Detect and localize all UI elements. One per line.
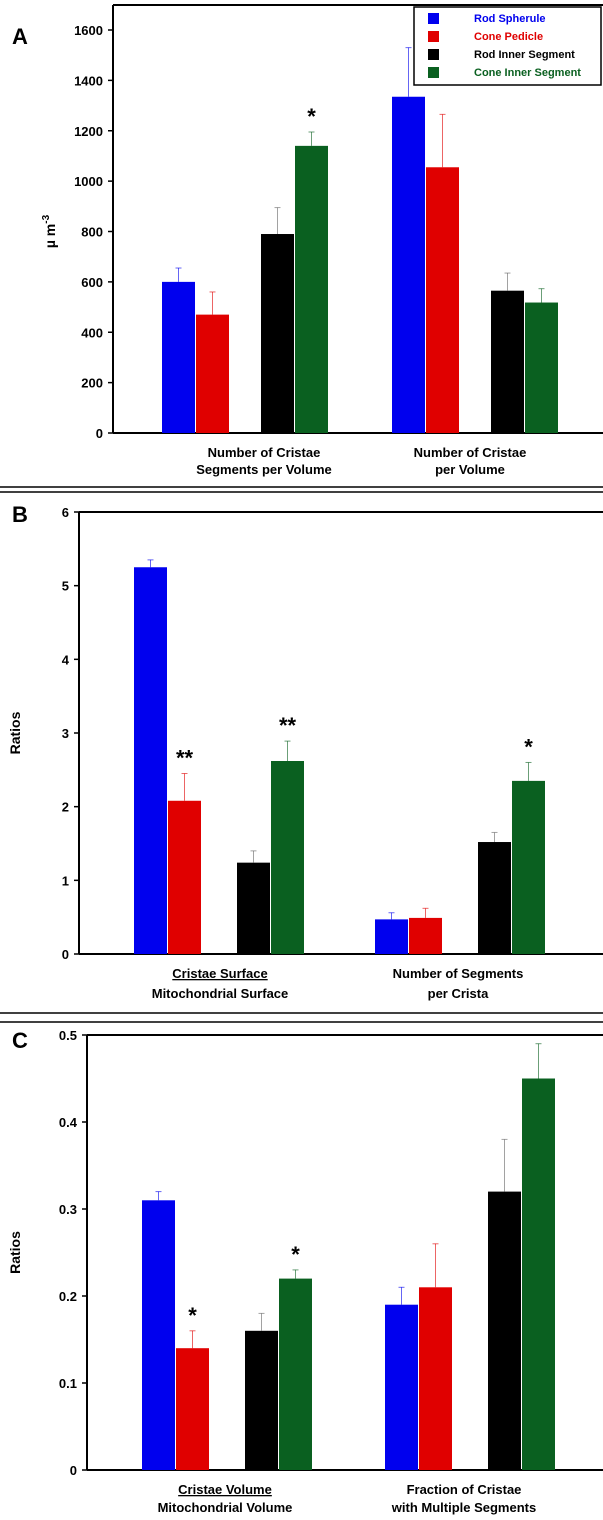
y-tick-label: 0.4 bbox=[59, 1115, 78, 1130]
bar bbox=[245, 1330, 278, 1470]
y-tick-label: 1200 bbox=[74, 124, 103, 139]
category-label-line2: per Volume bbox=[435, 462, 505, 477]
category-label-line2: per Crista bbox=[428, 986, 489, 1001]
legend-swatch bbox=[428, 13, 439, 24]
legend: Rod Spherule Cone Pedicle Rod Inner Segmen… bbox=[413, 6, 602, 86]
y-tick-label: 1000 bbox=[74, 174, 103, 189]
bar bbox=[419, 1287, 452, 1470]
significance-marker: * bbox=[291, 1242, 300, 1267]
panel-label: A bbox=[12, 24, 28, 49]
significance-marker: ** bbox=[176, 746, 194, 771]
y-tick-label: 0 bbox=[62, 947, 69, 962]
bar bbox=[512, 780, 545, 954]
bar bbox=[491, 290, 524, 433]
y-axis-title: µ m-3 bbox=[41, 214, 58, 248]
bar bbox=[176, 1348, 209, 1470]
category-label-line2: Segments per Volume bbox=[196, 462, 332, 477]
bar bbox=[409, 917, 442, 954]
panel-label: C bbox=[12, 1028, 28, 1053]
y-axis-title: Ratios bbox=[7, 711, 23, 754]
y-axis-title: Ratios bbox=[7, 1231, 23, 1274]
y-tick-label: 0.1 bbox=[59, 1376, 77, 1391]
legend-swatch bbox=[428, 67, 439, 78]
category-label-line2: Mitochondrial Surface bbox=[152, 986, 289, 1001]
y-tick-label: 2 bbox=[62, 800, 69, 815]
bar bbox=[385, 1304, 418, 1470]
significance-marker: * bbox=[188, 1303, 197, 1328]
y-tick-label: 1 bbox=[62, 873, 69, 888]
y-tick-label: 200 bbox=[81, 376, 103, 391]
bar bbox=[525, 302, 558, 433]
bar bbox=[295, 145, 328, 434]
legend-swatch bbox=[428, 49, 439, 60]
legend-label: Cone Inner Segment bbox=[474, 67, 581, 79]
significance-marker: ** bbox=[279, 713, 297, 738]
y-tick-label: 0.5 bbox=[59, 1028, 77, 1043]
y-tick-label: 600 bbox=[81, 275, 103, 290]
y-tick-label: 3 bbox=[62, 726, 69, 741]
bar bbox=[134, 567, 167, 954]
y-tick-label: 0.2 bbox=[59, 1289, 77, 1304]
bar bbox=[162, 281, 195, 433]
bar bbox=[142, 1200, 175, 1470]
panel-c: C 0 0.1 0.2 0.3 0.4 0.5 Ratios * * Cristae Volume M… bbox=[7, 1028, 603, 1515]
bar bbox=[392, 96, 425, 433]
y-axis-title-superscript: -3 bbox=[41, 214, 52, 223]
y-tick-label: 800 bbox=[81, 225, 103, 240]
y-tick-label: 6 bbox=[62, 505, 69, 520]
bar bbox=[271, 760, 304, 954]
significance-marker: * bbox=[307, 104, 316, 129]
y-tick-label: 4 bbox=[62, 652, 70, 667]
y-tick-label: 400 bbox=[81, 325, 103, 340]
bar bbox=[261, 234, 294, 433]
bar bbox=[488, 1191, 521, 1470]
category-label-line1: Number of Cristae bbox=[208, 445, 321, 460]
category-label-line1: Cristae Surface bbox=[172, 966, 267, 981]
y-tick-label: 1400 bbox=[74, 73, 103, 88]
legend-label: Cone Pedicle bbox=[474, 31, 543, 43]
significance-marker: * bbox=[524, 734, 533, 759]
panel-label: B bbox=[12, 502, 28, 527]
category-label-line2: with Multiple Segments bbox=[391, 1500, 536, 1515]
y-tick-label: 0 bbox=[96, 426, 103, 441]
category-label-line2: Mitochondrial Volume bbox=[158, 1500, 293, 1515]
bar bbox=[478, 842, 511, 954]
bar bbox=[375, 919, 408, 954]
panel-a: A 0 200 400 600 800 1000 1200 1400 1600 µ m-3 * Numb… bbox=[0, 4, 603, 493]
bar bbox=[522, 1078, 555, 1470]
legend-label: Rod Inner Segment bbox=[474, 49, 575, 61]
legend-swatch bbox=[428, 31, 439, 42]
y-tick-label: 0.3 bbox=[59, 1202, 77, 1217]
category-label-line1: Fraction of Cristae bbox=[407, 1482, 522, 1497]
bar bbox=[279, 1278, 312, 1470]
category-label-line1: Cristae Volume bbox=[178, 1482, 272, 1497]
legend-label: Rod Spherule bbox=[474, 13, 546, 25]
bar bbox=[237, 862, 270, 954]
legend-box bbox=[413, 6, 602, 86]
category-label-line1: Number of Segments bbox=[393, 966, 524, 981]
y-tick-label: 0 bbox=[70, 1463, 77, 1478]
bar bbox=[168, 800, 201, 954]
bar bbox=[196, 314, 229, 433]
y-tick-label: 1600 bbox=[74, 23, 103, 38]
y-tick-label: 5 bbox=[62, 579, 69, 594]
bar bbox=[426, 167, 459, 433]
category-label-line1: Number of Cristae bbox=[414, 445, 527, 460]
